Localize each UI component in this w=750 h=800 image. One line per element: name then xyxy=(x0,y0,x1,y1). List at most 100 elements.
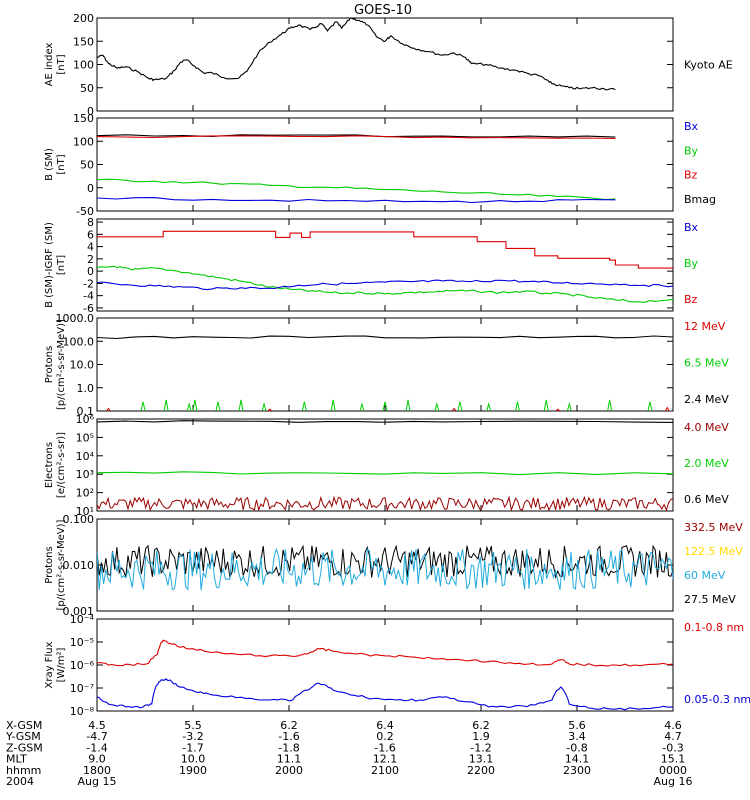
ephemeris-cell: 2100 xyxy=(371,764,399,777)
y-tick-label: -50 xyxy=(76,205,94,218)
ephemeris-cell: 1900 xyxy=(179,764,207,777)
ephemeris-table: X-GSM 4.5 5.5 6.2 6.4 6.2 5.6 4.6Y-GSM -4.7 -3.2-… xyxy=(5,719,692,788)
y-tick-label: 10⁴ xyxy=(76,450,95,463)
ephemeris-cell: 1800 xyxy=(83,764,111,777)
ephemeris-cell: -1.2 xyxy=(470,741,491,754)
y-tick-label: -6 xyxy=(83,302,94,315)
ephemeris-cell: 4.6 xyxy=(664,719,682,732)
spike-6-5-mev xyxy=(330,399,336,411)
panel-frame xyxy=(96,17,674,112)
panel-data xyxy=(97,230,673,303)
ephemeris-cell: 4.5 xyxy=(88,719,106,732)
y-tick-label: 2 xyxy=(87,253,94,266)
y-tick-label: 10⁶ xyxy=(76,413,95,426)
y-tick-label: 6 xyxy=(87,228,94,241)
ephemeris-cell: 0.2 xyxy=(376,730,394,743)
ephemeris-cell: 5.6 xyxy=(568,719,586,732)
y-tick-label: 200 xyxy=(73,12,94,25)
y-tick-label: 100 xyxy=(73,59,94,72)
spike-12-mev xyxy=(451,407,457,411)
y-axis-label: [nT] xyxy=(56,54,67,74)
spike-6-5-mev xyxy=(543,399,549,411)
y-axis-label: [p/(cm²-s-sr-MeV)] xyxy=(56,519,67,610)
y-tick-label: 1.0 xyxy=(77,382,95,395)
spike-6-5-mev xyxy=(514,401,520,411)
spike-6-5-mev xyxy=(192,399,198,411)
panel-bsm: -50 0 50 100 150 B (SM) [nT] Bx By Bz Bmag xyxy=(44,112,716,218)
ephemeris-row-label: Z-GSM xyxy=(6,741,43,754)
y-tick-label: 0 xyxy=(87,105,94,118)
series-line-bz xyxy=(97,135,616,140)
spike-6-5-mev xyxy=(405,399,411,411)
legend-entry: 4.0 MeV xyxy=(684,421,729,434)
y-tick-label: 10⁻⁵ xyxy=(70,636,94,649)
ephemeris-cell: 0000 xyxy=(659,764,687,777)
ephemeris-row-label: X-GSM xyxy=(6,719,42,732)
spike-6-5-mev xyxy=(238,399,244,411)
series-line-2-4-mev xyxy=(97,335,673,340)
y-tick-label: 0.1 xyxy=(77,405,95,418)
ephemeris-row-label: hhmm xyxy=(6,764,41,777)
y-tick-label: 10.0 xyxy=(70,359,95,372)
spike-6-5-mev xyxy=(140,401,146,411)
ephemeris-cell: 10.0 xyxy=(181,753,206,766)
y-axis-label: Xray Flux xyxy=(44,641,55,688)
ephemeris-row-label: Y-GSM xyxy=(5,730,41,743)
plot-title: GOES-10 xyxy=(354,3,412,18)
spike-12-mev xyxy=(267,408,273,411)
y-axis-label: [e/(cm²-s-sr)] xyxy=(56,432,67,498)
y-tick-label: 10² xyxy=(76,487,94,500)
legend-entry: 2.4 MeV xyxy=(684,393,729,406)
legend-entry: 6.5 MeV xyxy=(684,357,729,370)
series-line-bx xyxy=(97,197,616,204)
series-line-0-05-0-3-nm xyxy=(97,677,673,711)
spike-6-5-mev xyxy=(457,401,463,411)
legend-entry: 0.05-0.3 nm xyxy=(684,693,750,706)
y-tick-label: 10¹ xyxy=(76,505,94,518)
panel-data xyxy=(97,18,616,91)
panel-data xyxy=(97,134,616,204)
y-axis-label: Protons xyxy=(44,346,55,383)
y-tick-label: 150 xyxy=(73,35,94,48)
y-tick-label: 100.0 xyxy=(63,335,95,348)
panel-frame xyxy=(96,317,674,412)
y-axis-label: B (SM)-IGRF (SM) xyxy=(44,222,55,308)
ephemeris-row-label: MLT xyxy=(6,753,27,766)
ephemeris-cell: 9.0 xyxy=(88,753,106,766)
ephemeris-cell: 4.7 xyxy=(664,730,682,743)
ephemeris-cell: 2200 xyxy=(467,764,495,777)
legend-entry: 2.0 MeV xyxy=(684,457,729,470)
legend-entry: Bmag xyxy=(684,193,716,206)
legend-entry: By xyxy=(684,257,699,270)
spike-6-5-mev xyxy=(163,399,169,411)
panel-ae: 0 50 100 150 200 AE index [nT] Kyoto AE xyxy=(44,12,733,118)
legend-entry: Bz xyxy=(684,293,698,306)
ephemeris-cell: 3.4 xyxy=(568,730,586,743)
y-tick-label: 10⁻⁸ xyxy=(70,705,95,718)
ephemeris-cell: -1.7 xyxy=(182,741,203,754)
ephemeris-cell: -1.6 xyxy=(374,741,395,754)
spike-6-5-mev xyxy=(647,401,653,411)
series-line-0-6-mev xyxy=(97,420,673,423)
ephemeris-cell: 2000 xyxy=(275,764,303,777)
spike-12-mev xyxy=(664,406,670,411)
legend-entry: 122.5 MeV xyxy=(684,545,743,558)
y-tick-label: 10⁻⁴ xyxy=(70,613,95,626)
spike-6-5-mev xyxy=(215,401,221,411)
ephemeris-cell: Aug 16 xyxy=(654,775,693,788)
ephemeris-cell: -1.6 xyxy=(278,730,299,743)
legend-entry: 0.6 MeV xyxy=(684,493,729,506)
panel-protons: 0.1 1.0 10.0 100.0 1000.0 Protons [p/(cm²-s-sr… xyxy=(44,312,729,418)
ephemeris-row-label: 2004 xyxy=(6,775,34,788)
y-tick-label: -2 xyxy=(83,277,94,290)
ephemeris-cell: 13.1 xyxy=(469,753,494,766)
series-line-60-mev xyxy=(97,547,673,591)
y-tick-label: 4 xyxy=(87,241,94,254)
spike-12-mev xyxy=(555,408,561,411)
y-tick-label: 10⁻⁶ xyxy=(70,659,95,672)
legend-entry: 60 MeV xyxy=(684,569,726,582)
legend-entry: Bz xyxy=(684,169,698,182)
y-tick-label: 100 xyxy=(73,135,94,148)
